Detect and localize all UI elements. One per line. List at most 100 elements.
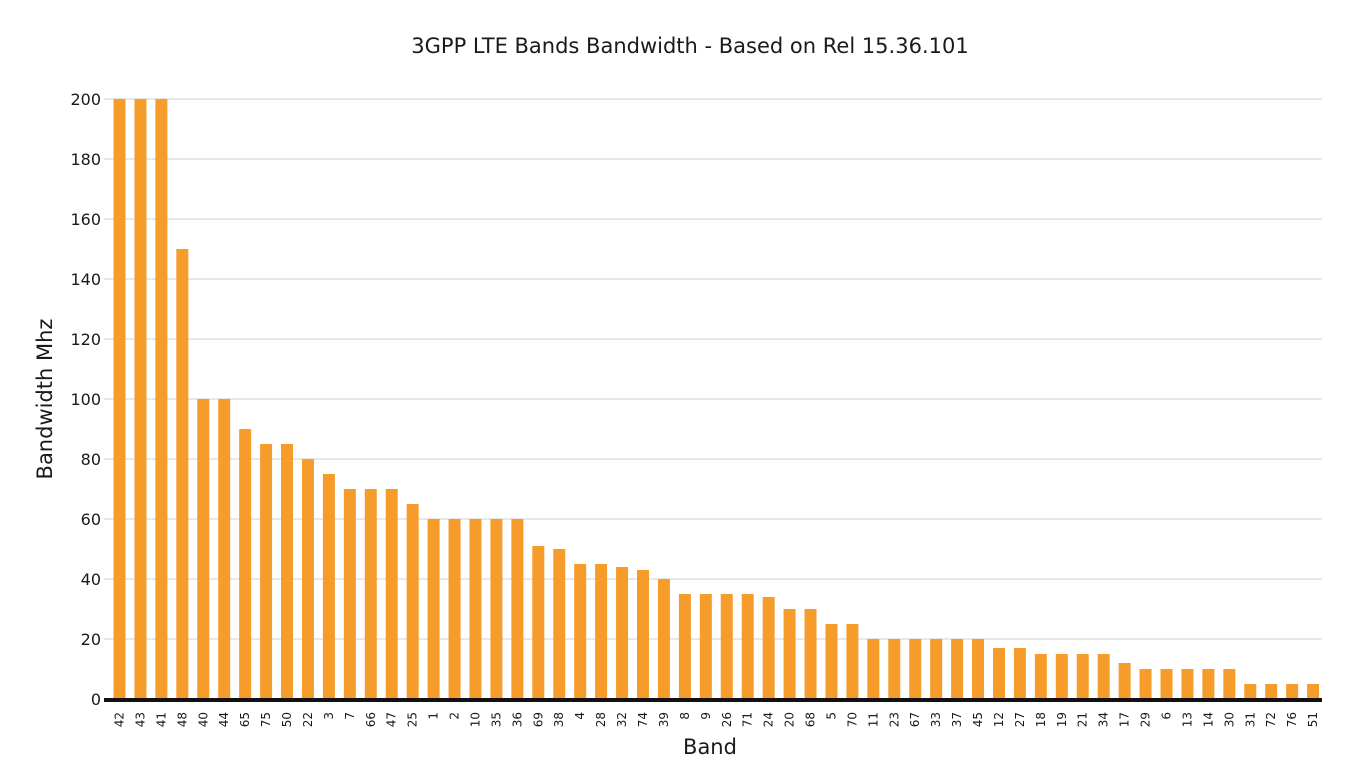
bar-band-27: [1013, 648, 1026, 699]
bar-band-42: [113, 99, 126, 699]
bar-band-17: [1118, 663, 1131, 699]
bar-band-34: [1097, 654, 1110, 699]
x-tick-label: 41: [154, 712, 168, 727]
bar-band-72: [1265, 684, 1278, 699]
x-tick-label: 27: [1013, 712, 1027, 727]
x-axis-ticks: 42 43 41 48 40 44 65 75 50 22 3 7 66 47 25 1 2 10 35 36 69 38…: [113, 712, 1321, 727]
bar-band-38: [553, 549, 566, 699]
x-tick-label: 6: [1160, 712, 1174, 720]
y-tick-label: 180: [70, 150, 101, 169]
bar-band-30: [1223, 669, 1236, 699]
bar-band-25: [406, 504, 419, 699]
bar-band-26: [720, 594, 733, 699]
y-tick-label: 20: [81, 630, 101, 649]
bar-band-71: [741, 594, 754, 699]
y-tick-label: 60: [81, 510, 101, 529]
x-tick-label: 2: [448, 712, 462, 720]
bar-band-23: [888, 639, 901, 699]
x-tick-label: 17: [1118, 712, 1132, 727]
bar-band-67: [909, 639, 922, 699]
x-tick-label: 37: [950, 712, 964, 727]
bar-band-44: [218, 399, 231, 699]
x-tick-label: 38: [552, 712, 566, 727]
y-tick-label: 140: [70, 270, 101, 289]
x-tick-label: 76: [1285, 712, 1299, 727]
x-tick-label: 35: [489, 712, 503, 727]
x-tick-label: 68: [804, 712, 818, 727]
x-tick-label: 14: [1201, 712, 1215, 727]
x-tick-label: 19: [1055, 712, 1069, 727]
bar-band-37: [951, 639, 964, 699]
bar-band-35: [490, 519, 503, 699]
bar-band-74: [637, 570, 649, 699]
x-tick-label: 72: [1264, 712, 1278, 727]
bar-band-9: [699, 594, 712, 699]
bar-band-11: [867, 639, 880, 699]
x-tick-label: 39: [657, 712, 671, 727]
bar-band-68: [804, 609, 817, 699]
y-axis-ticks: 0 20 40 60 80 100 120 140 160 180 200: [70, 90, 101, 709]
bar-band-3: [322, 474, 335, 699]
y-tick-label: 80: [81, 450, 101, 469]
bar-band-7: [343, 489, 356, 699]
x-tick-label: 43: [133, 712, 147, 727]
x-axis-title: Band: [683, 735, 737, 759]
x-tick-label: 65: [238, 712, 252, 727]
bar-band-69: [532, 546, 545, 699]
x-tick-label: 42: [113, 712, 127, 727]
bar-band-33: [930, 639, 943, 699]
bar-band-45: [972, 639, 985, 699]
bar-band-18: [1034, 654, 1047, 699]
x-tick-label: 25: [406, 712, 420, 727]
bar-band-32: [616, 567, 629, 699]
x-tick-label: 1: [427, 712, 441, 720]
bar-band-10: [469, 519, 482, 699]
x-tick-label: 45: [971, 712, 985, 727]
bar-band-76: [1286, 684, 1299, 699]
x-tick-label: 8: [678, 712, 692, 720]
bar-band-19: [1055, 654, 1068, 699]
x-tick-label: 5: [824, 712, 838, 720]
x-tick-label: 48: [175, 712, 189, 727]
x-tick-label: 12: [992, 712, 1006, 727]
bar-band-2: [448, 519, 461, 699]
y-tick-label: 200: [70, 90, 101, 109]
x-tick-label: 32: [615, 712, 629, 727]
bar-band-75: [260, 444, 273, 699]
y-tick-label: 100: [70, 390, 101, 409]
x-tick-label: 28: [594, 712, 608, 727]
x-tick-label: 7: [343, 712, 357, 720]
bar-band-65: [239, 429, 252, 699]
x-tick-label: 11: [866, 712, 880, 727]
bar-band-70: [846, 624, 859, 699]
bar-band-36: [511, 519, 524, 699]
x-tick-label: 3: [322, 712, 336, 720]
y-tick-label: 120: [70, 330, 101, 349]
bar-band-43: [134, 99, 147, 699]
x-tick-label: 31: [1243, 712, 1257, 727]
bar-band-22: [301, 459, 314, 699]
y-tick-label: 160: [70, 210, 101, 229]
x-tick-label: 33: [929, 712, 943, 727]
bar-band-66: [364, 489, 377, 699]
bar-band-21: [1076, 654, 1089, 699]
bar-band-24: [762, 597, 775, 699]
x-tick-label: 26: [720, 712, 734, 727]
x-tick-label: 10: [468, 712, 482, 727]
y-axis-title: Bandwidth Mhz: [33, 319, 57, 480]
x-tick-label: 66: [364, 712, 378, 727]
chart-title: 3GPP LTE Bands Bandwidth - Based on Rel …: [411, 34, 968, 58]
x-tick-label: 74: [636, 712, 650, 727]
bar-band-40: [197, 399, 210, 699]
x-tick-label: 22: [301, 712, 315, 727]
x-tick-label: 75: [259, 712, 273, 727]
bar-band-12: [992, 648, 1005, 699]
x-tick-label: 69: [531, 712, 545, 727]
x-tick-label: 50: [280, 712, 294, 727]
x-tick-label: 18: [1034, 712, 1048, 727]
bar-band-47: [385, 489, 398, 699]
x-tick-label: 70: [845, 712, 859, 727]
bar-band-48: [176, 249, 189, 699]
